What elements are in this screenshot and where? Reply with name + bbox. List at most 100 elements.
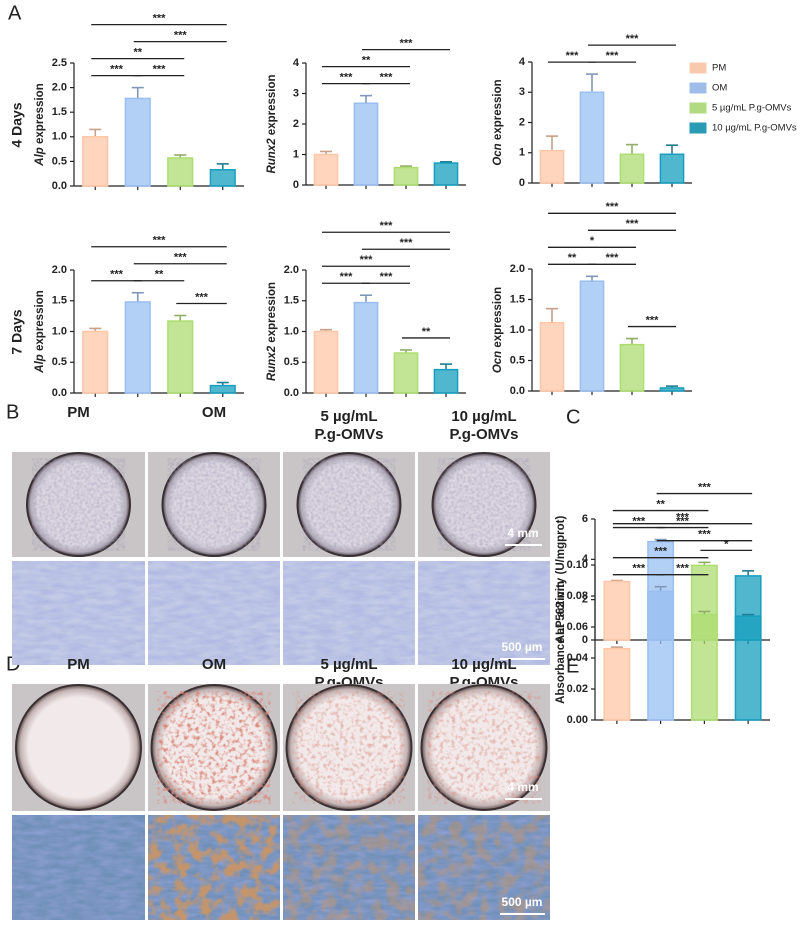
significance-label: *** bbox=[153, 13, 167, 25]
significance-label: *** bbox=[606, 252, 620, 264]
mineral-nodules bbox=[148, 815, 280, 920]
y-tick-label: 2.0 bbox=[52, 264, 67, 276]
well-stain bbox=[292, 691, 406, 804]
y-axis-label-gene: Alp bbox=[34, 354, 46, 374]
y-tick-label: 0.5 bbox=[284, 356, 299, 368]
y-axis-label-text: expression bbox=[34, 290, 46, 351]
panel-letter: A bbox=[8, 2, 22, 24]
micrograph-texture bbox=[12, 815, 145, 920]
mineral-nodules bbox=[418, 815, 550, 920]
micrograph-texture bbox=[418, 561, 550, 665]
significance-label: *** bbox=[340, 271, 354, 283]
y-axis-label-gene: Alp bbox=[34, 147, 46, 167]
y-tick-label: 1.0 bbox=[510, 324, 525, 336]
significance-label: *** bbox=[360, 254, 374, 266]
significance-label: *** bbox=[153, 235, 167, 247]
y-axis-label: Runx2 expression bbox=[266, 74, 278, 173]
y-axis-label: ALP activity (U/mgprot) bbox=[555, 516, 567, 644]
well-stain bbox=[167, 458, 261, 551]
column-header: P.g-OMVs bbox=[315, 426, 384, 443]
bar bbox=[393, 166, 419, 186]
scale-label: 500 µm bbox=[502, 895, 543, 909]
bar bbox=[619, 343, 645, 392]
column-header: 10 µg/mL bbox=[451, 656, 516, 673]
y-axis-label-gene: Runx2 bbox=[266, 138, 278, 174]
micrograph-texture bbox=[12, 561, 145, 665]
bar bbox=[167, 157, 194, 187]
legend-label: 5 µg/mL P.g-OMVs bbox=[712, 103, 792, 114]
y-axis-label-text: expression bbox=[266, 282, 278, 343]
bar bbox=[209, 169, 236, 187]
y-axis-label: Alp expression bbox=[34, 83, 46, 166]
significance-label: *** bbox=[698, 529, 712, 541]
legend-swatch bbox=[689, 82, 707, 94]
significance-label: *** bbox=[632, 563, 646, 575]
legend-swatch bbox=[689, 62, 707, 74]
y-tick-label: 2 bbox=[582, 594, 588, 606]
bar bbox=[82, 330, 109, 394]
significance-label: ** bbox=[362, 55, 371, 67]
y-axis-label: Absorbance at 562 nm bbox=[555, 581, 567, 704]
column-header: PM bbox=[67, 656, 90, 673]
y-tick-label: 4 bbox=[519, 56, 526, 68]
significance-label: * bbox=[590, 235, 595, 247]
bar bbox=[353, 301, 379, 394]
y-tick-label: 0.10 bbox=[567, 559, 588, 571]
well-stain bbox=[32, 458, 125, 551]
column-header: OM bbox=[202, 656, 226, 673]
y-tick-label: 0.0 bbox=[510, 385, 525, 397]
significance-label: *** bbox=[174, 30, 188, 42]
bar bbox=[539, 149, 565, 184]
y-tick-label: 0.0 bbox=[52, 180, 67, 192]
significance-label: *** bbox=[626, 33, 640, 45]
y-tick-label: 0.02 bbox=[567, 683, 588, 695]
y-tick-label: 1.0 bbox=[52, 131, 67, 143]
bar bbox=[433, 368, 459, 394]
bar bbox=[619, 153, 645, 184]
panel-letter: C bbox=[566, 406, 580, 428]
significance-label: *** bbox=[698, 481, 712, 493]
column-header: 5 µg/mL bbox=[321, 656, 378, 673]
significance-label: *** bbox=[380, 72, 394, 84]
y-axis-label-text: ALP activity (U/mgprot) bbox=[555, 516, 567, 644]
y-tick-label: 1.0 bbox=[284, 325, 299, 337]
bar bbox=[393, 352, 419, 394]
y-axis-label-text: expression bbox=[492, 79, 504, 140]
significance-label: *** bbox=[676, 512, 690, 524]
column-header: 5 µg/mL bbox=[321, 408, 378, 425]
significance-label: ** bbox=[133, 47, 142, 59]
bar bbox=[209, 384, 236, 394]
y-axis-label: Alp expression bbox=[34, 290, 46, 373]
mineral-nodules bbox=[283, 815, 415, 920]
y-axis-label: Runx2 expression bbox=[266, 282, 278, 381]
y-axis-label-text: expression bbox=[492, 287, 504, 348]
significance-label: *** bbox=[606, 201, 620, 213]
y-axis-label-text: expression bbox=[266, 74, 278, 135]
bar bbox=[659, 153, 685, 184]
y-tick-label: 1 bbox=[519, 147, 525, 159]
bar bbox=[659, 387, 685, 392]
y-tick-label: 4 bbox=[293, 57, 300, 69]
significance-label: *** bbox=[380, 271, 394, 283]
significance-label: *** bbox=[676, 515, 690, 527]
bar bbox=[579, 280, 605, 392]
bar bbox=[690, 613, 718, 721]
significance-label: ** bbox=[422, 326, 431, 338]
y-tick-label: 2.5 bbox=[52, 57, 67, 69]
legend-swatch bbox=[689, 122, 707, 134]
column-header: P.g-OMVs bbox=[450, 426, 519, 443]
y-axis-label-text: Absorbance at 562 nm bbox=[555, 581, 567, 704]
bar bbox=[603, 647, 631, 721]
legend-swatch bbox=[689, 102, 707, 114]
y-tick-label: 2.0 bbox=[52, 82, 67, 94]
micrograph-texture bbox=[148, 561, 280, 665]
y-tick-label: 2.0 bbox=[510, 263, 525, 275]
column-header: PM bbox=[67, 404, 90, 421]
significance-label: *** bbox=[380, 220, 394, 232]
y-axis-label: Ocn expression bbox=[492, 287, 504, 373]
significance-label: *** bbox=[676, 563, 690, 575]
y-tick-label: 6 bbox=[582, 513, 588, 525]
scale-label: 500 µm bbox=[502, 640, 543, 654]
y-tick-label: 0.08 bbox=[567, 590, 588, 602]
